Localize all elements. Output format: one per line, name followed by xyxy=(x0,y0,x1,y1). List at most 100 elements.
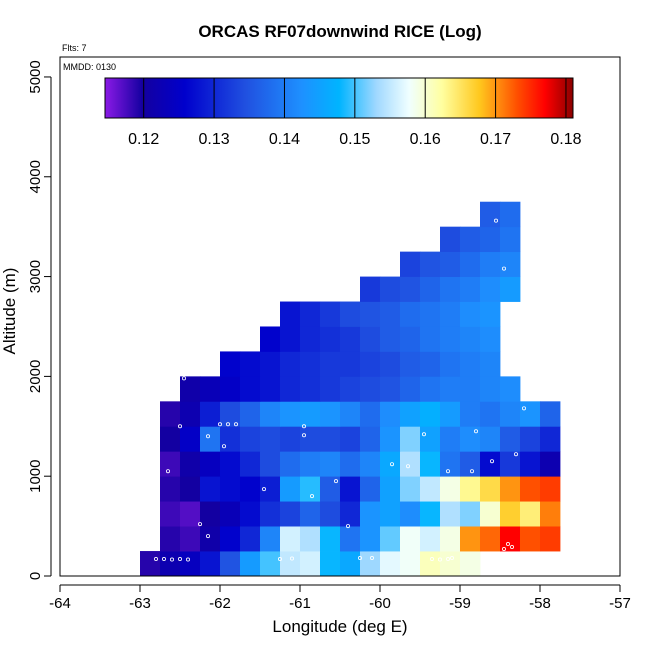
heatmap-cell xyxy=(520,501,541,527)
heatmap-cell xyxy=(220,376,241,402)
flight-track-point xyxy=(421,432,426,437)
heatmap-cell xyxy=(360,526,381,552)
heatmap-cell xyxy=(280,401,301,427)
heatmap-cell xyxy=(160,551,181,577)
heatmap-cell xyxy=(440,276,461,302)
heatmap-cell xyxy=(460,226,481,253)
flight-track-point xyxy=(333,479,338,484)
heatmap-cell xyxy=(460,351,481,377)
heatmap-cell xyxy=(300,476,321,502)
heatmap-cell xyxy=(240,351,261,377)
heatmap-cell xyxy=(300,401,321,427)
x-tick-label: -61 xyxy=(289,595,311,612)
heatmap-cell xyxy=(500,501,521,527)
heatmap-cell xyxy=(400,376,421,402)
heatmap-cell xyxy=(420,551,441,577)
heatmap-cell xyxy=(220,551,241,577)
heatmap-cell xyxy=(440,376,461,402)
y-tick-label: 5000 xyxy=(27,60,44,93)
heatmap-cell xyxy=(220,526,241,552)
heatmap-cell xyxy=(360,326,381,352)
heatmap-cell xyxy=(400,451,421,477)
heatmap-cell xyxy=(460,251,481,277)
heatmap-cell xyxy=(160,401,181,427)
flight-track-point xyxy=(445,469,450,474)
heatmap-cell xyxy=(400,401,421,427)
heatmap-cell xyxy=(240,451,261,477)
heatmap-cell xyxy=(160,426,181,452)
flight-track-point xyxy=(505,542,510,547)
heatmap-cell xyxy=(540,476,561,502)
x-tick-label: -63 xyxy=(129,595,151,612)
heatmap-cell xyxy=(320,401,341,427)
heatmap-cell xyxy=(180,401,201,427)
heatmap-cell xyxy=(520,476,541,502)
flight-track-point xyxy=(309,494,314,499)
heatmap-cells xyxy=(140,201,561,577)
flight-track-point xyxy=(489,459,494,464)
heatmap-cell xyxy=(280,326,301,352)
heatmap-cell xyxy=(360,551,381,577)
heatmap-cell xyxy=(540,426,561,452)
heatmap-cell xyxy=(320,326,341,352)
heatmap-cell xyxy=(320,301,341,327)
flight-track-point xyxy=(205,534,210,539)
heatmap-cell xyxy=(340,401,361,427)
heatmap-cell xyxy=(340,326,361,352)
colorbar-tick-label: 0.13 xyxy=(199,131,230,148)
flight-track-point xyxy=(161,557,166,562)
heatmap-cell xyxy=(540,401,561,427)
flight-track-point xyxy=(405,464,410,469)
heatmap-cell xyxy=(480,326,501,352)
heatmap-cell xyxy=(340,551,361,577)
flight-track-point xyxy=(165,469,170,474)
heatmap-cell xyxy=(300,501,321,527)
heatmap-cell xyxy=(320,451,341,477)
heatmap-cell xyxy=(300,376,321,402)
heatmap-cell xyxy=(240,401,261,427)
heatmap-cell xyxy=(480,426,501,452)
heatmap-cell xyxy=(440,451,461,477)
heatmap-cell xyxy=(340,426,361,452)
heatmap-cell xyxy=(440,401,461,427)
x-tick-label: -62 xyxy=(209,595,231,612)
heatmap-cell xyxy=(280,526,301,552)
heatmap-cell xyxy=(380,476,401,502)
heatmap-cell xyxy=(240,501,261,527)
heatmap-cell xyxy=(260,326,281,352)
heatmap-cell xyxy=(200,501,221,527)
heatmap-cell xyxy=(240,526,261,552)
flight-track-point xyxy=(261,487,266,492)
flight-track-point xyxy=(233,422,238,427)
y-tick-label: 3000 xyxy=(27,260,44,293)
flight-track-point xyxy=(522,406,527,411)
heatmap-cell xyxy=(480,376,501,402)
flight-track-point xyxy=(169,557,174,562)
heatmap-cell xyxy=(420,526,441,552)
heatmap-cell xyxy=(500,276,521,302)
y-tick-label: 1000 xyxy=(27,460,44,493)
heatmap-cell xyxy=(280,376,301,402)
colorbar: 0.12 0.13 0.14 0.15 0.16 0.17 0.18 xyxy=(104,77,582,148)
heatmap-cell xyxy=(420,376,441,402)
heatmap-cell xyxy=(440,426,461,452)
heatmap-cell xyxy=(280,351,301,377)
flight-track-point xyxy=(389,462,394,467)
heatmap-cell xyxy=(500,401,521,427)
heatmap-cell xyxy=(460,476,481,502)
heatmap-cell xyxy=(500,201,521,228)
heatmap-cell xyxy=(260,376,281,402)
heatmap-cell xyxy=(400,351,421,377)
heatmap-cell xyxy=(300,451,321,477)
heatmap-cell xyxy=(320,551,341,577)
heatmap-cell xyxy=(300,326,321,352)
heatmap-cell xyxy=(340,501,361,527)
flight-track-point xyxy=(205,434,210,439)
heatmap-cell xyxy=(360,501,381,527)
heatmap-cell xyxy=(460,326,481,352)
heatmap-cell xyxy=(280,301,301,327)
flight-track-point xyxy=(469,469,474,474)
heatmap-cell xyxy=(480,501,501,527)
heatmap-cell xyxy=(160,476,181,502)
